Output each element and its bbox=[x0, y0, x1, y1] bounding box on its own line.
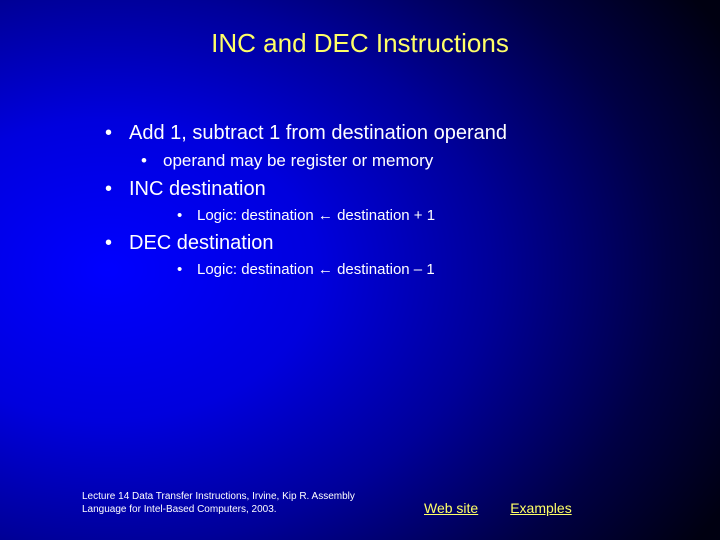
bullet-level1: INC destination bbox=[105, 175, 720, 203]
website-link[interactable]: Web site bbox=[424, 500, 478, 516]
bullet-level1: DEC destination bbox=[105, 229, 720, 257]
slide-content: Add 1, subtract 1 from destination opera… bbox=[0, 59, 720, 282]
bullet-level3: Logic: destination ← destination – 1 bbox=[177, 259, 720, 282]
examples-link[interactable]: Examples bbox=[510, 500, 571, 516]
slide-title: INC and DEC Instructions bbox=[0, 0, 720, 59]
bullet-level1: Add 1, subtract 1 from destination opera… bbox=[105, 119, 720, 147]
footer-citation: Lecture 14 Data Transfer Instructions, I… bbox=[82, 490, 392, 516]
slide-footer: Lecture 14 Data Transfer Instructions, I… bbox=[82, 490, 680, 516]
bullet-level2: operand may be register or memory bbox=[141, 149, 720, 173]
bullet-level3: Logic: destination ← destination + 1 bbox=[177, 205, 720, 228]
